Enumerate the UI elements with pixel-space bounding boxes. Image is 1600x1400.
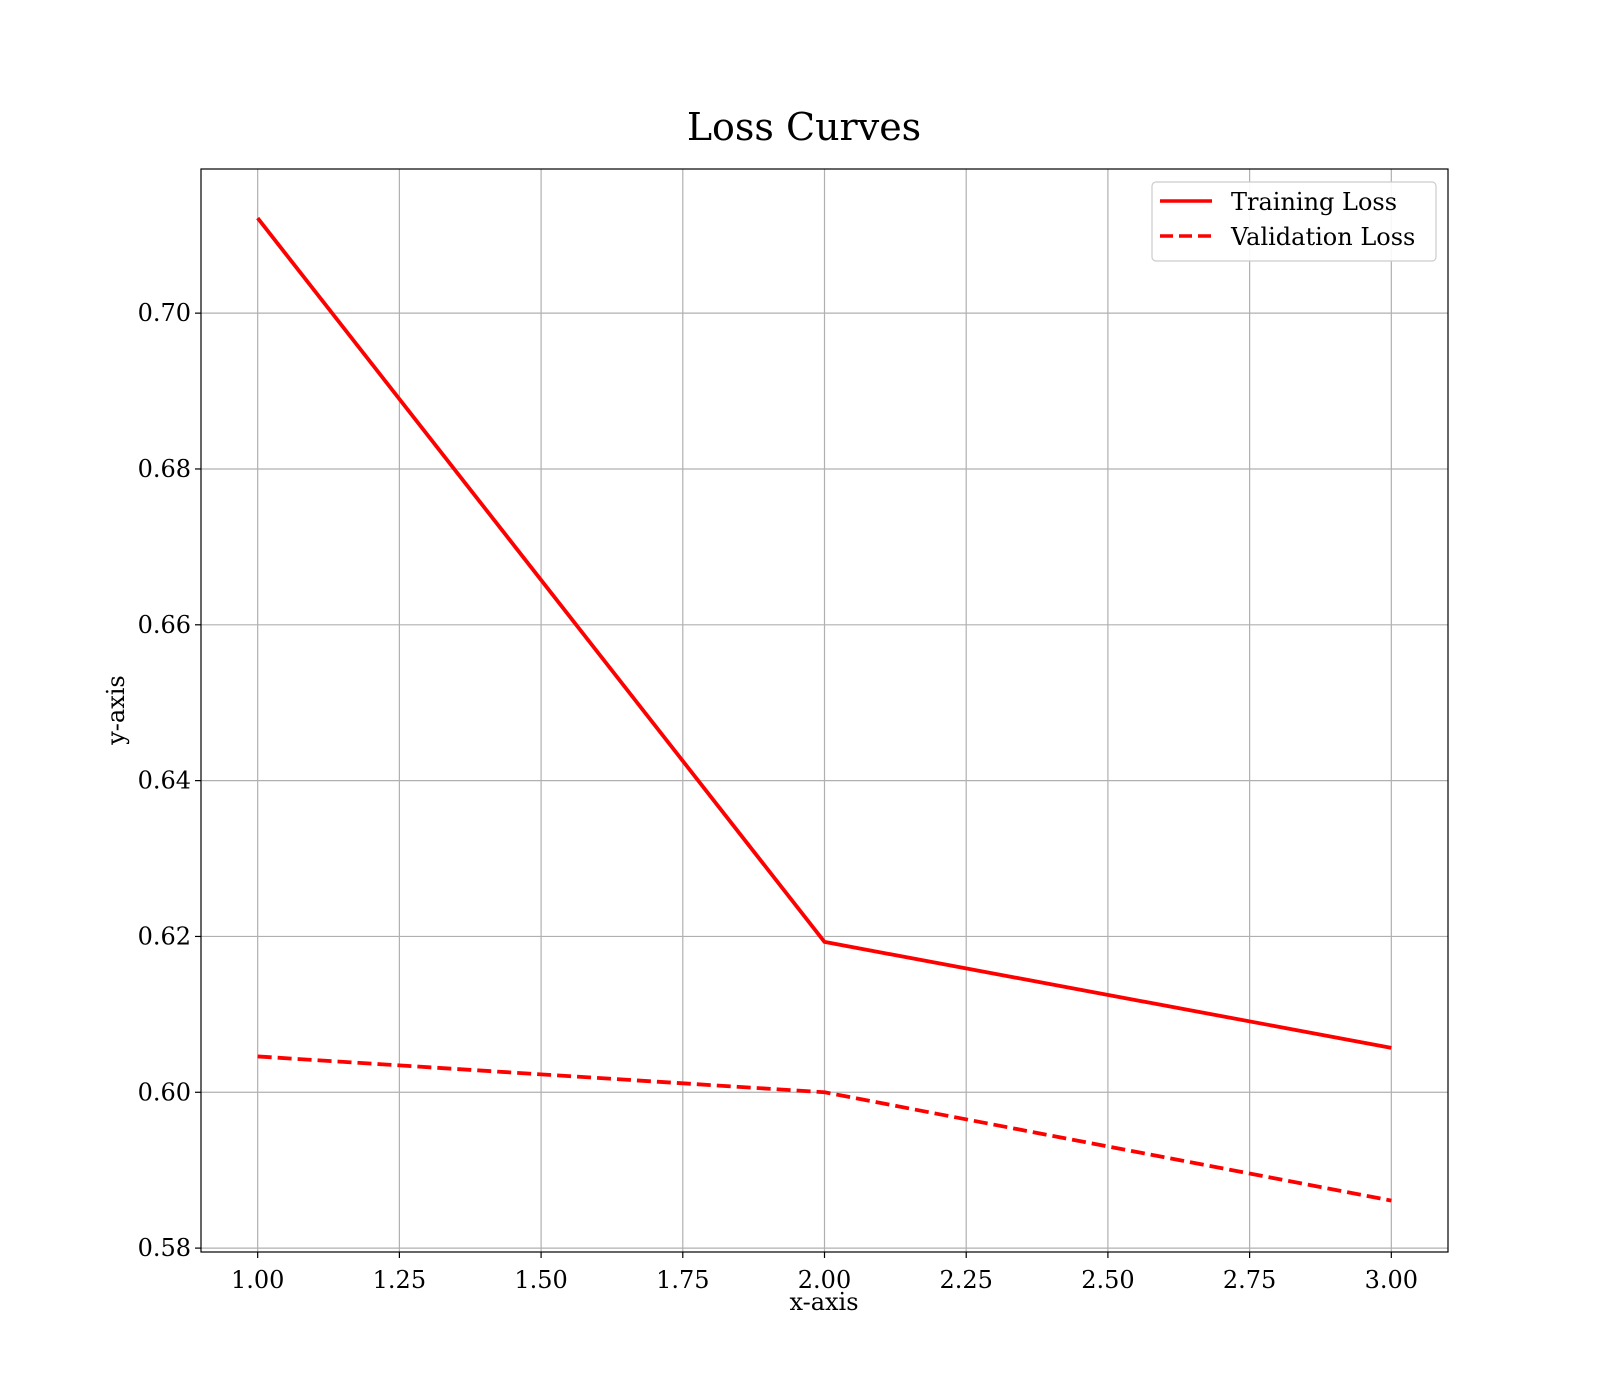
x-tick-label: 1.00 bbox=[231, 1266, 284, 1294]
y-tick-label: 0.68 bbox=[138, 455, 191, 483]
x-tick-label: 1.50 bbox=[514, 1266, 567, 1294]
y-axis-label: y-axis bbox=[102, 675, 130, 746]
x-tick-label: 2.25 bbox=[939, 1266, 992, 1294]
y-tick-label: 0.66 bbox=[138, 611, 191, 639]
y-tick-label: 0.62 bbox=[138, 922, 191, 950]
y-axis-ticks: 0.58 0.60 0.62 0.64 0.66 0.68 0.70 bbox=[138, 299, 201, 1262]
x-tick-label: 1.25 bbox=[373, 1266, 426, 1294]
chart-title: Loss Curves bbox=[687, 105, 921, 149]
series-layer bbox=[256, 216, 1392, 1203]
legend-label-validation-loss: Validation Loss bbox=[1230, 223, 1415, 251]
x-tick-label: 2.75 bbox=[1223, 1266, 1276, 1294]
grid-lines bbox=[201, 169, 1448, 1252]
y-tick-label: 0.60 bbox=[138, 1078, 191, 1106]
x-tick-label: 3.00 bbox=[1365, 1266, 1418, 1294]
x-tick-label: 2.00 bbox=[798, 1266, 851, 1294]
legend-label-training-loss: Training Loss bbox=[1231, 188, 1397, 216]
legend-box bbox=[1151, 181, 1437, 262]
x-tick-label: 2.50 bbox=[1081, 1266, 1134, 1294]
x-axis-label: x-axis bbox=[789, 1288, 858, 1316]
y-tick-label: 0.70 bbox=[138, 299, 191, 327]
series-line-validation-loss bbox=[257, 1054, 1392, 1203]
y-tick-label: 0.64 bbox=[138, 767, 191, 795]
x-axis-ticks: 1.00 1.25 1.50 1.75 2.00 2.25 2.50 2.75 3.00 bbox=[231, 1252, 1418, 1294]
legend: Training Loss Validation Loss bbox=[1151, 181, 1437, 262]
x-tick-label: 1.75 bbox=[656, 1266, 709, 1294]
series-line-training-loss bbox=[256, 216, 1392, 1050]
y-tick-label: 0.58 bbox=[138, 1234, 191, 1262]
